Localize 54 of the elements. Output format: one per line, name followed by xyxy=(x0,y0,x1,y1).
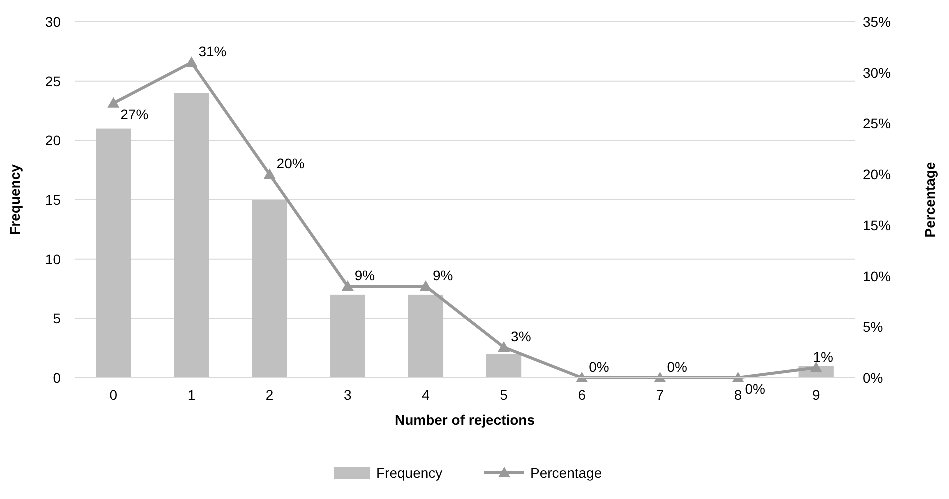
point xyxy=(498,341,510,352)
point xyxy=(810,362,822,372)
point xyxy=(342,280,354,291)
bar xyxy=(408,294,444,378)
y2-tick-label: 5% xyxy=(863,319,884,336)
data-label: 9% xyxy=(432,267,454,284)
y2-tick-label: 30% xyxy=(863,64,892,81)
x-tick-label: 9 xyxy=(812,387,820,403)
y2-tick-label: 35% xyxy=(863,14,892,30)
data-label: 1% xyxy=(813,348,834,365)
point xyxy=(108,97,120,108)
y2-tick-label: 10% xyxy=(863,268,892,284)
y-axis-title: Frequency xyxy=(7,164,23,236)
x-tick-label: 2 xyxy=(266,387,274,403)
x-tick-label: 8 xyxy=(734,387,742,403)
x-tick-label: 1 xyxy=(188,387,196,403)
point xyxy=(186,56,198,68)
y2-tick-label: 20% xyxy=(863,166,892,183)
y-tick-label: 15 xyxy=(45,192,62,208)
y2-tick-label: 15% xyxy=(863,217,892,234)
data-label: 0% xyxy=(589,359,610,375)
y2-tick-label: 0% xyxy=(863,370,884,386)
data-label: 0% xyxy=(667,359,688,375)
legend-label: Frequency xyxy=(376,465,443,481)
y-tick-label: 0 xyxy=(53,370,62,386)
y-tick-label: 5 xyxy=(53,310,62,327)
point xyxy=(264,168,276,180)
point xyxy=(576,372,588,382)
x-tick-label: 6 xyxy=(578,387,586,403)
point xyxy=(420,280,432,291)
data-label: 0% xyxy=(745,381,766,397)
x-tick-label: 7 xyxy=(656,387,664,403)
bar xyxy=(174,93,210,378)
legend-label: Percentage xyxy=(530,465,602,481)
bar xyxy=(486,354,522,378)
data-label: 31% xyxy=(198,44,227,60)
data-label: 3% xyxy=(511,328,532,344)
data-label: 20% xyxy=(276,156,305,172)
y2-axis-title: Percentage xyxy=(922,162,938,238)
y-tick-label: 20 xyxy=(45,132,62,149)
x-tick-label: 4 xyxy=(422,387,430,403)
x-axis-title: Number of rejections xyxy=(394,412,536,428)
x-tick-label: 0 xyxy=(110,387,118,403)
x-tick-label: 5 xyxy=(500,387,508,403)
y-tick-label: 10 xyxy=(45,251,62,268)
bar xyxy=(252,200,288,378)
y2-tick-label: 25% xyxy=(863,116,892,132)
data-label: 9% xyxy=(354,267,376,284)
y-tick-label: 30 xyxy=(45,14,62,30)
x-tick-label: 3 xyxy=(344,387,352,403)
data-label: 27% xyxy=(120,106,149,122)
bar xyxy=(96,128,132,378)
bar xyxy=(330,294,366,378)
y-tick-label: 25 xyxy=(45,73,62,90)
